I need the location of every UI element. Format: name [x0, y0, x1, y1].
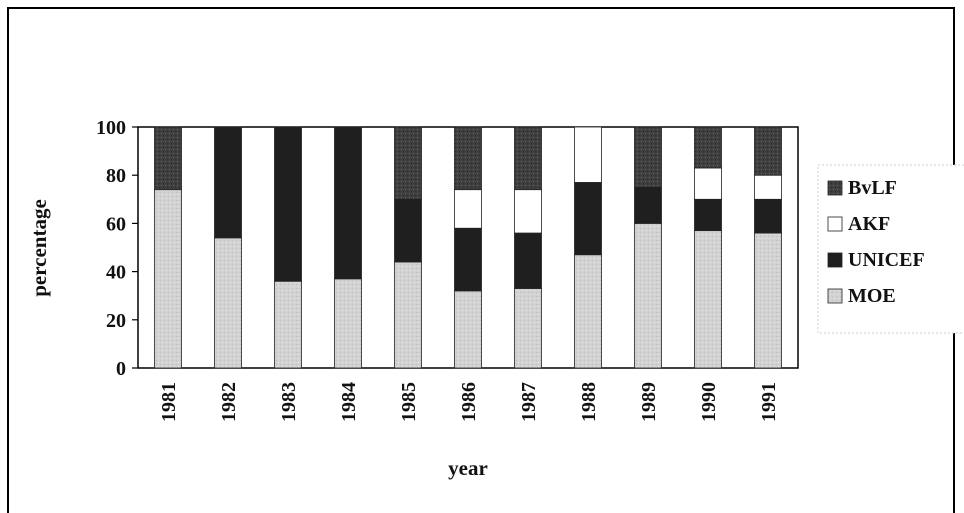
legend: BvLF AKF UNICEF MOE — [817, 164, 964, 334]
bar-moe-1984 — [334, 278, 362, 369]
y-tick-label: 80 — [106, 165, 126, 187]
legend-swatch-moe — [827, 288, 843, 304]
legend-label-unicef: UNICEF — [848, 249, 925, 271]
bar-bvlf-1991 — [754, 126, 782, 176]
x-tick-label: 1989 — [638, 382, 660, 422]
bar-bvlf-1981 — [154, 126, 182, 191]
y-axis: 0 20 40 60 80 100 — [96, 117, 138, 380]
y-tick-label: 0 — [116, 358, 126, 380]
y-tick-label: 20 — [106, 310, 126, 332]
bar-akf-1986 — [454, 189, 482, 229]
bar-unicef-1986 — [454, 227, 482, 292]
plot-area — [137, 126, 799, 369]
bar-bvlf-1986 — [454, 126, 482, 191]
bar-unicef-1989 — [634, 186, 662, 224]
bar-bvlf-1985 — [394, 126, 422, 200]
x-tick-label: 1988 — [578, 382, 600, 422]
y-tick-label: 100 — [96, 117, 126, 139]
bar-unicef-1985 — [394, 198, 422, 263]
legend-label-moe: MOE — [848, 285, 896, 307]
bar-bvlf-1987 — [514, 126, 542, 191]
bar-akf-1987 — [514, 189, 542, 234]
legend-label-akf: AKF — [848, 213, 890, 235]
bar-moe-1985 — [394, 261, 422, 369]
bar-bvlf-1989 — [634, 126, 662, 188]
bar-moe-1982 — [214, 237, 242, 369]
legend-swatch-unicef — [827, 252, 843, 268]
bar-moe-1990 — [694, 230, 722, 369]
x-tick-label: 1985 — [398, 382, 420, 422]
x-tick-label: 1987 — [518, 382, 540, 422]
y-tick-label: 40 — [106, 262, 126, 284]
y-tick-label: 60 — [106, 213, 126, 235]
x-tick-label: 1983 — [278, 382, 300, 422]
bar-akf-1990 — [694, 167, 722, 200]
x-tick-label: 1982 — [218, 382, 240, 422]
bar-moe-1983 — [274, 280, 302, 369]
bar-unicef-1987 — [514, 232, 542, 289]
bar-unicef-1983 — [274, 126, 302, 282]
x-tick-label: 1981 — [158, 382, 180, 422]
bar-bvlf-1990 — [694, 126, 722, 169]
legend-swatch-bvlf — [827, 180, 843, 196]
bar-unicef-1991 — [754, 198, 782, 234]
bar-unicef-1988 — [574, 182, 602, 256]
bar-moe-1981 — [154, 189, 182, 369]
bar-moe-1986 — [454, 290, 482, 369]
bar-akf-1991 — [754, 174, 782, 200]
x-tick-label: 1990 — [698, 382, 720, 422]
x-tick-label: 1984 — [338, 382, 360, 422]
legend-swatch-akf — [827, 216, 843, 232]
x-tick-label: 1986 — [458, 382, 480, 422]
bar-unicef-1984 — [334, 126, 362, 280]
x-tick-label: 1991 — [758, 382, 780, 422]
y-axis-title: percentage — [27, 199, 51, 297]
bar-moe-1989 — [634, 222, 662, 369]
x-axis-title: year — [448, 456, 488, 480]
bar-moe-1991 — [754, 232, 782, 369]
bar-unicef-1990 — [694, 198, 722, 232]
bar-moe-1988 — [574, 254, 602, 369]
legend-label-bvlf: BvLF — [848, 177, 897, 199]
bar-moe-1987 — [514, 288, 542, 369]
bar-unicef-1982 — [214, 126, 242, 239]
bar-akf-1988 — [574, 126, 602, 183]
x-axis: 1981 1982 1983 1984 1985 1986 1987 1988 1989 1990… — [158, 382, 780, 422]
